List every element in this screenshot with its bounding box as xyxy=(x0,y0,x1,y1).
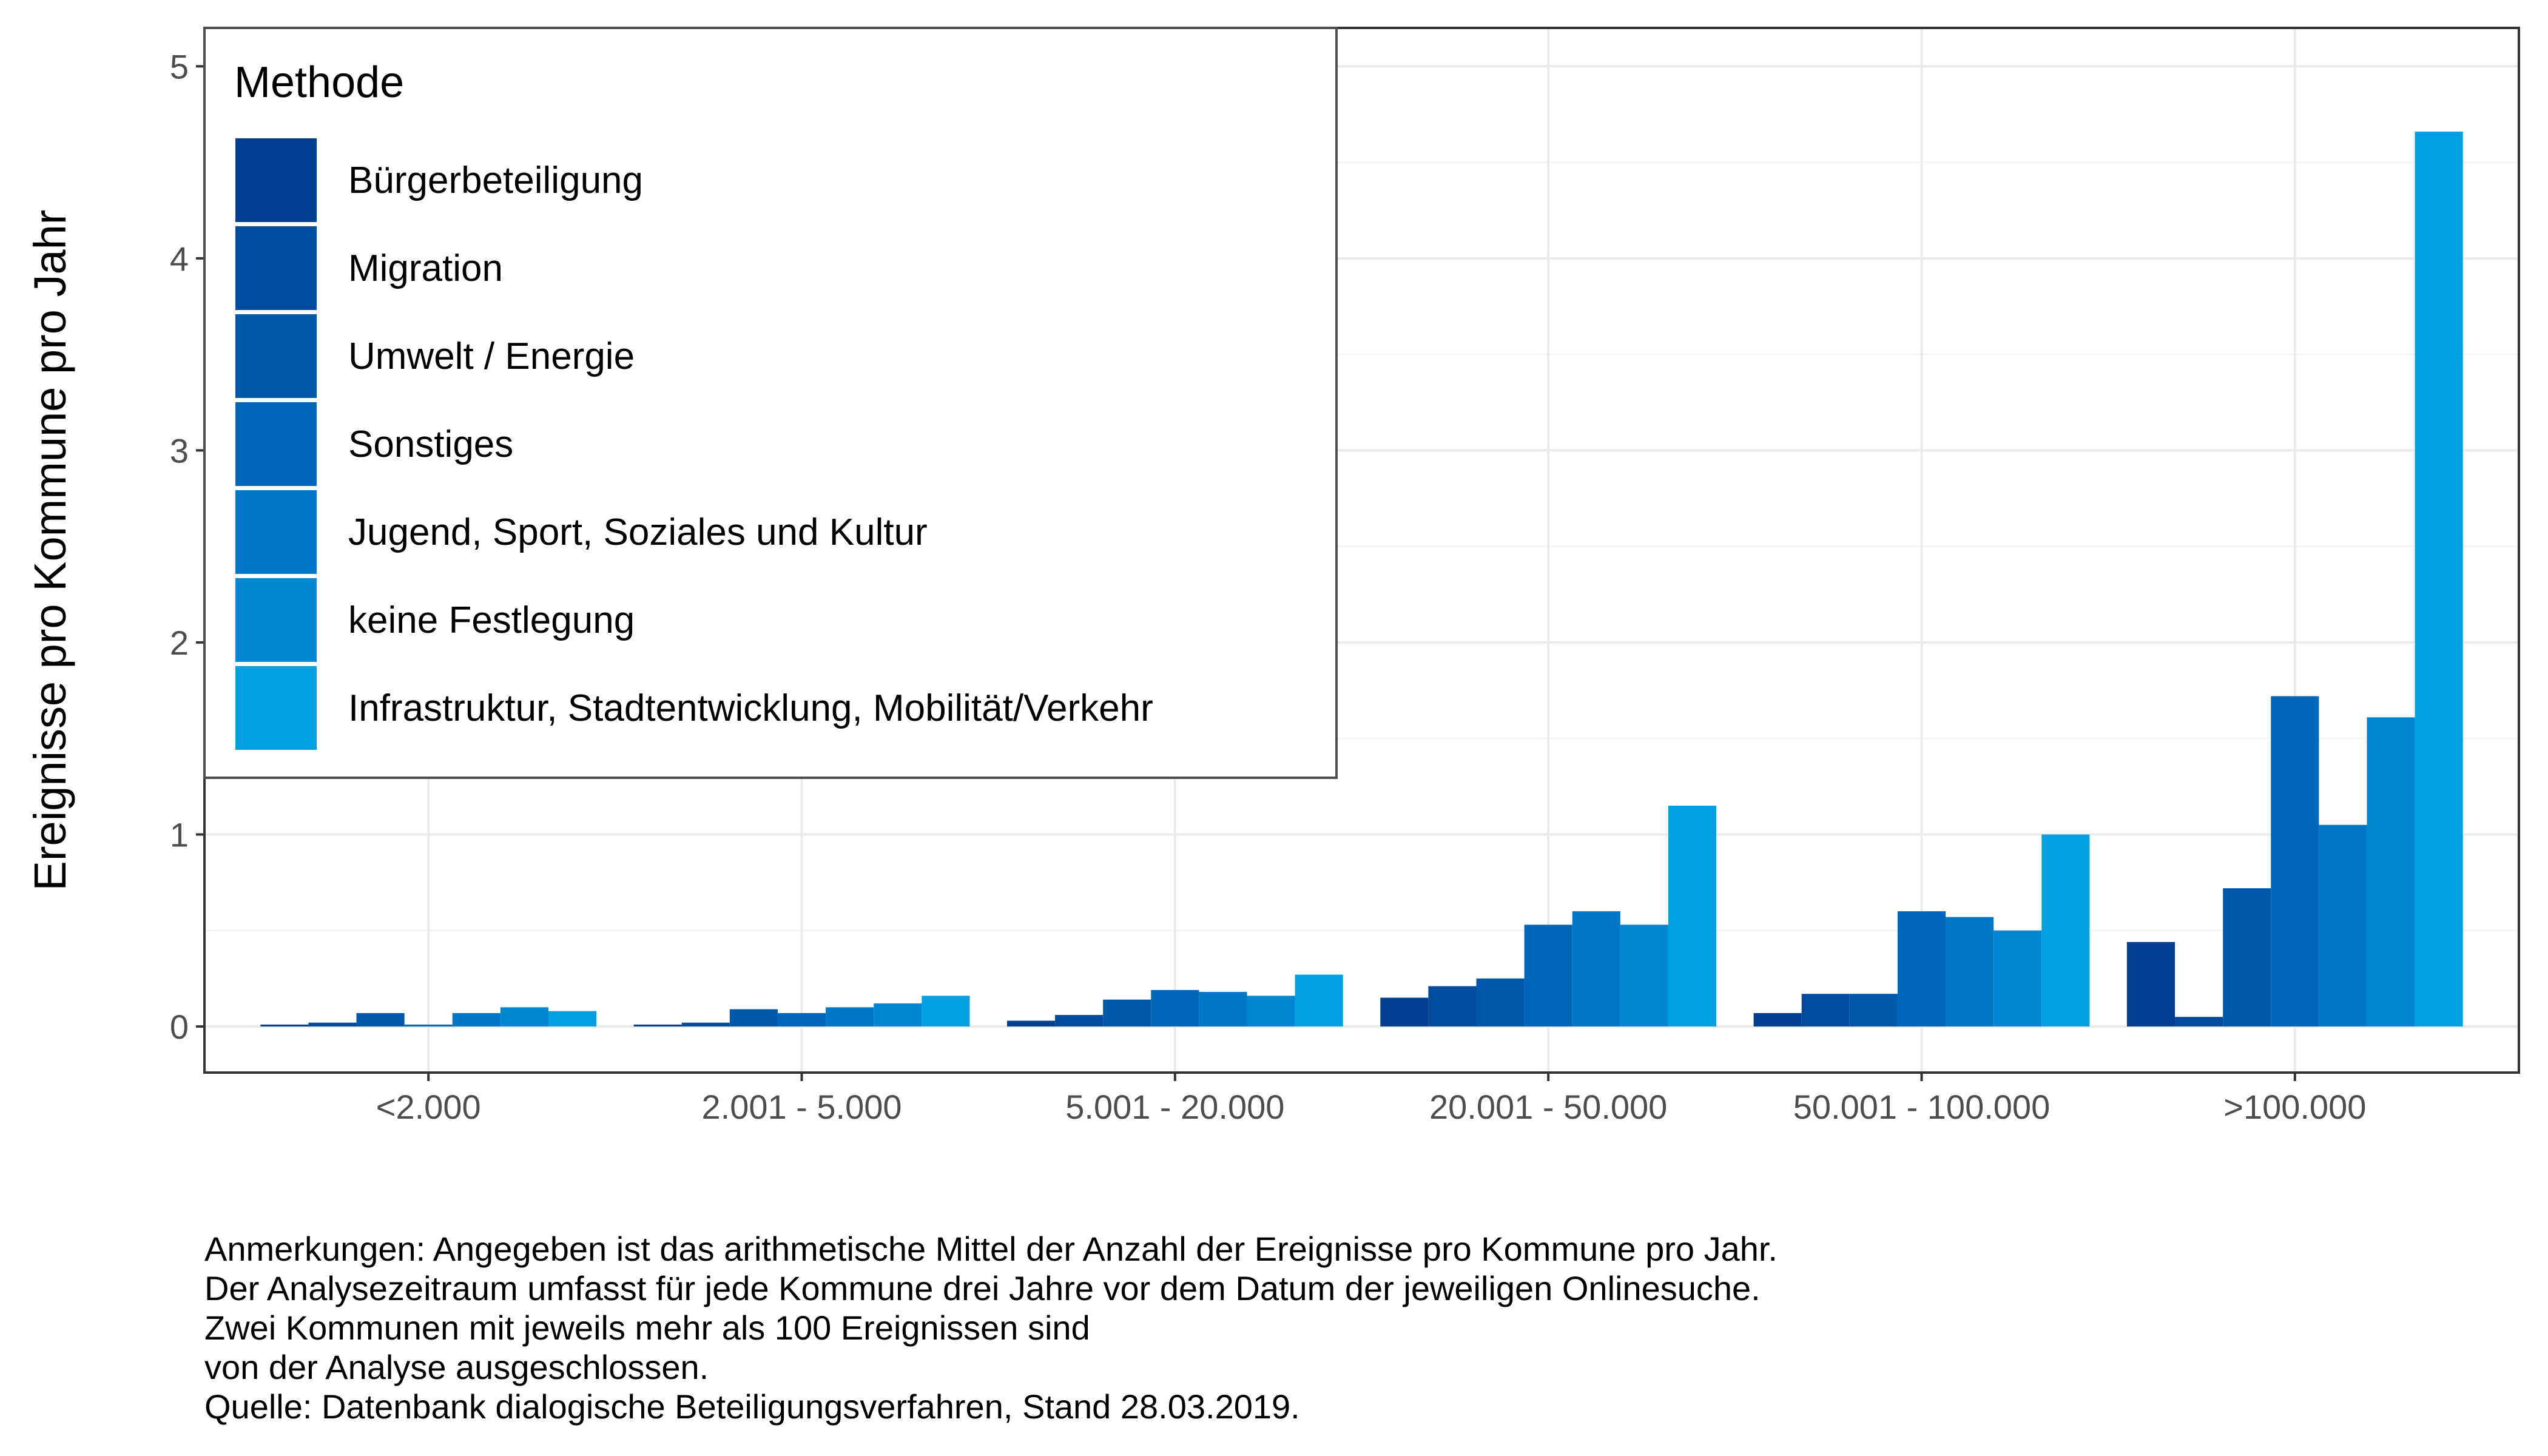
legend-label: Infrastruktur, Stadtentwicklung, Mobilit… xyxy=(348,687,1153,729)
bar xyxy=(1524,925,1572,1027)
legend-label: keine Festlegung xyxy=(348,599,635,641)
bar xyxy=(2271,696,2319,1027)
legend: Methode Bürgerbeteiligung Migration Umwelt… xyxy=(203,27,1338,779)
bar xyxy=(2175,1017,2223,1027)
bar xyxy=(1199,992,1247,1027)
footnote-line: von der Analyse ausgeschlossen. xyxy=(204,1348,709,1386)
legend-swatch xyxy=(235,314,317,398)
bar xyxy=(404,1024,453,1027)
legend-label: Migration xyxy=(348,248,503,289)
bar xyxy=(1897,911,1946,1027)
bar xyxy=(1849,994,1898,1027)
y-tick-label: 1 xyxy=(170,815,189,854)
bar xyxy=(874,1003,922,1027)
bar xyxy=(633,1024,682,1027)
bar xyxy=(1006,1020,1056,1027)
bar xyxy=(1295,974,1343,1027)
legend-label: Sonstiges xyxy=(348,423,513,465)
bar xyxy=(1428,986,1477,1027)
bar xyxy=(729,1009,778,1027)
x-tick-label: <2.000 xyxy=(376,1088,481,1126)
bar xyxy=(1753,1013,1802,1027)
bar xyxy=(1994,930,2042,1027)
x-tick-label: 50.001 - 100.000 xyxy=(1793,1088,2050,1126)
y-tick-label: 5 xyxy=(170,47,189,86)
footnote-line: Zwei Kommunen mit jeweils mehr als 100 E… xyxy=(204,1309,1090,1347)
bar xyxy=(1946,917,1994,1027)
bar xyxy=(1247,996,1295,1027)
bars xyxy=(260,131,2463,1027)
bar xyxy=(1055,1015,1104,1027)
bar xyxy=(2041,834,2090,1027)
legend-label: Bürgerbeteiligung xyxy=(348,160,643,201)
legend-swatch xyxy=(235,226,317,310)
bar xyxy=(681,1022,730,1027)
y-tick-label: 4 xyxy=(170,240,189,278)
bar xyxy=(2126,942,2176,1027)
footnotes: Anmerkungen: Angegeben ist das arithmeti… xyxy=(204,1230,1778,1426)
bar xyxy=(500,1007,548,1027)
axes: 0 1 2 3 4 5 <2.000 2.001 - 5.000 5.001 - 20.000 2… xyxy=(170,47,2367,1126)
bar xyxy=(922,996,970,1027)
bar xyxy=(2415,131,2463,1027)
bar xyxy=(1668,806,1717,1027)
legend-items: Bürgerbeteiligung Migration Umwelt / Energ… xyxy=(235,138,1153,750)
bar xyxy=(1801,994,1850,1027)
legend-label: Umwelt / Energie xyxy=(348,335,635,377)
legend-swatch xyxy=(235,490,317,574)
x-tick-label: 20.001 - 50.000 xyxy=(1429,1088,1667,1126)
footnote-line: Anmerkungen: Angegeben ist das arithmeti… xyxy=(204,1230,1778,1268)
bar xyxy=(777,1013,826,1027)
legend-label: Jugend, Sport, Soziales und Kultur xyxy=(348,511,928,553)
bar xyxy=(2319,824,2367,1027)
legend-swatch xyxy=(235,666,317,750)
y-tick-label: 0 xyxy=(170,1008,189,1046)
y-axis-label: Ereignisse pro Kommune pro Jahr xyxy=(25,210,75,891)
bar xyxy=(2223,888,2271,1027)
x-tick-label: 2.001 - 5.000 xyxy=(701,1088,902,1126)
y-tick-label: 2 xyxy=(170,624,189,662)
bar xyxy=(308,1022,357,1027)
bar xyxy=(1151,989,1199,1027)
bar xyxy=(2367,717,2415,1027)
bar xyxy=(826,1007,874,1027)
bar xyxy=(548,1011,597,1027)
bar xyxy=(1380,997,1429,1027)
legend-swatch xyxy=(235,402,317,486)
legend-title: Methode xyxy=(234,58,404,107)
footnote-line: Der Analysezeitraum umfasst für jede Kom… xyxy=(204,1269,1761,1307)
legend-box xyxy=(203,27,1338,779)
x-tick-label: 5.001 - 20.000 xyxy=(1065,1088,1284,1126)
bar xyxy=(1572,911,1620,1027)
legend-swatch xyxy=(235,578,317,662)
bar xyxy=(452,1013,500,1027)
bar xyxy=(260,1024,309,1027)
footnote-line: Quelle: Datenbank dialogische Beteiligun… xyxy=(204,1387,1300,1426)
legend-swatch xyxy=(235,138,317,222)
x-tick-label: >100.000 xyxy=(2223,1088,2366,1126)
y-tick-label: 3 xyxy=(170,431,189,470)
bar xyxy=(1103,999,1151,1027)
bar xyxy=(356,1013,405,1027)
bar xyxy=(1620,925,1668,1027)
bar xyxy=(1476,978,1525,1027)
